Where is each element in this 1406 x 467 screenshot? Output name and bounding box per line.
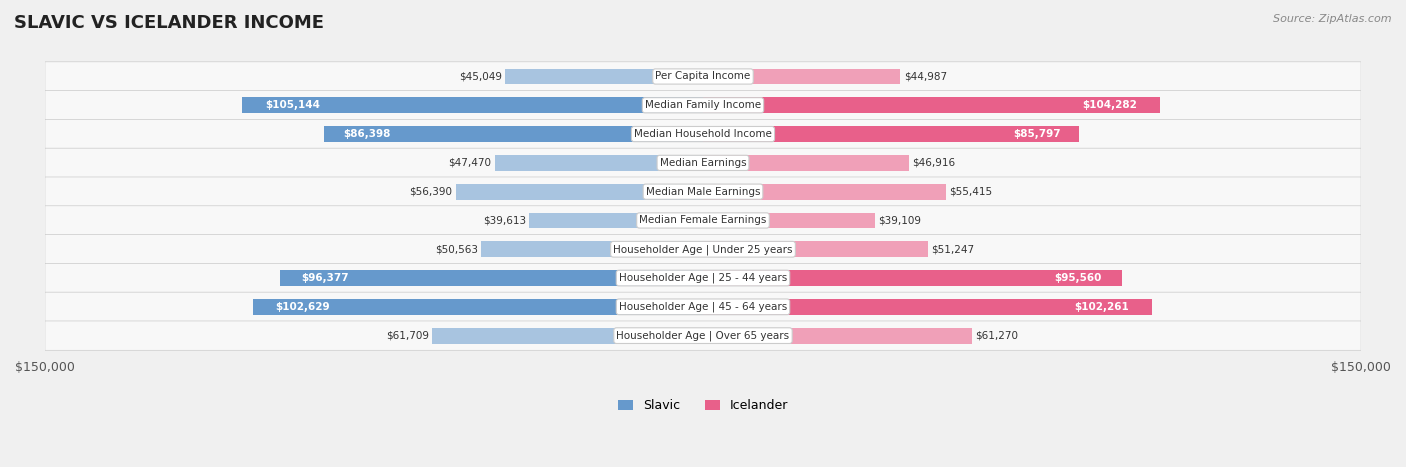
Bar bbox=[495, 155, 703, 171]
Text: $45,049: $45,049 bbox=[460, 71, 502, 81]
Text: $55,415: $55,415 bbox=[949, 187, 993, 197]
Bar bbox=[703, 69, 900, 85]
Text: Householder Age | 45 - 64 years: Householder Age | 45 - 64 years bbox=[619, 302, 787, 312]
Bar bbox=[703, 184, 946, 199]
Text: $46,916: $46,916 bbox=[912, 158, 955, 168]
Bar bbox=[529, 212, 703, 228]
Bar bbox=[703, 212, 875, 228]
Text: Per Capita Income: Per Capita Income bbox=[655, 71, 751, 81]
Bar bbox=[242, 97, 703, 113]
Text: $39,109: $39,109 bbox=[877, 215, 921, 226]
Text: $102,261: $102,261 bbox=[1074, 302, 1129, 312]
FancyBboxPatch shape bbox=[45, 321, 1361, 350]
Bar bbox=[703, 299, 1152, 315]
Text: $47,470: $47,470 bbox=[449, 158, 492, 168]
Bar bbox=[703, 328, 972, 344]
Text: $104,282: $104,282 bbox=[1083, 100, 1137, 110]
Text: Median Male Earnings: Median Male Earnings bbox=[645, 187, 761, 197]
Bar bbox=[505, 69, 703, 85]
Text: $85,797: $85,797 bbox=[1012, 129, 1060, 139]
Text: $61,270: $61,270 bbox=[976, 331, 1018, 340]
Text: $86,398: $86,398 bbox=[343, 129, 391, 139]
FancyBboxPatch shape bbox=[45, 206, 1361, 235]
Text: $51,247: $51,247 bbox=[931, 244, 974, 254]
Legend: Slavic, Icelander: Slavic, Icelander bbox=[613, 394, 793, 417]
Text: Median Family Income: Median Family Income bbox=[645, 100, 761, 110]
Bar bbox=[456, 184, 703, 199]
FancyBboxPatch shape bbox=[45, 177, 1361, 206]
Bar bbox=[703, 155, 908, 171]
Bar bbox=[703, 270, 1122, 286]
Text: $102,629: $102,629 bbox=[276, 302, 330, 312]
FancyBboxPatch shape bbox=[45, 234, 1361, 264]
Bar bbox=[323, 126, 703, 142]
Text: Householder Age | 25 - 44 years: Householder Age | 25 - 44 years bbox=[619, 273, 787, 283]
Text: SLAVIC VS ICELANDER INCOME: SLAVIC VS ICELANDER INCOME bbox=[14, 14, 323, 32]
FancyBboxPatch shape bbox=[45, 120, 1361, 149]
Text: Householder Age | Over 65 years: Householder Age | Over 65 years bbox=[616, 330, 790, 341]
Text: Householder Age | Under 25 years: Householder Age | Under 25 years bbox=[613, 244, 793, 255]
FancyBboxPatch shape bbox=[45, 292, 1361, 321]
FancyBboxPatch shape bbox=[45, 263, 1361, 293]
Text: $105,144: $105,144 bbox=[264, 100, 319, 110]
FancyBboxPatch shape bbox=[45, 62, 1361, 91]
Bar bbox=[481, 241, 703, 257]
Bar bbox=[703, 241, 928, 257]
Bar bbox=[703, 97, 1160, 113]
Text: $44,987: $44,987 bbox=[904, 71, 946, 81]
Text: $61,709: $61,709 bbox=[387, 331, 429, 340]
Text: Median Household Income: Median Household Income bbox=[634, 129, 772, 139]
Text: $39,613: $39,613 bbox=[482, 215, 526, 226]
Bar bbox=[280, 270, 703, 286]
Text: $96,377: $96,377 bbox=[301, 273, 349, 283]
Text: Source: ZipAtlas.com: Source: ZipAtlas.com bbox=[1274, 14, 1392, 24]
Text: Median Female Earnings: Median Female Earnings bbox=[640, 215, 766, 226]
FancyBboxPatch shape bbox=[45, 148, 1361, 177]
Bar bbox=[253, 299, 703, 315]
Bar bbox=[703, 126, 1080, 142]
Text: $50,563: $50,563 bbox=[434, 244, 478, 254]
FancyBboxPatch shape bbox=[45, 91, 1361, 120]
Bar bbox=[432, 328, 703, 344]
Text: $56,390: $56,390 bbox=[409, 187, 453, 197]
Text: Median Earnings: Median Earnings bbox=[659, 158, 747, 168]
Text: $95,560: $95,560 bbox=[1054, 273, 1101, 283]
